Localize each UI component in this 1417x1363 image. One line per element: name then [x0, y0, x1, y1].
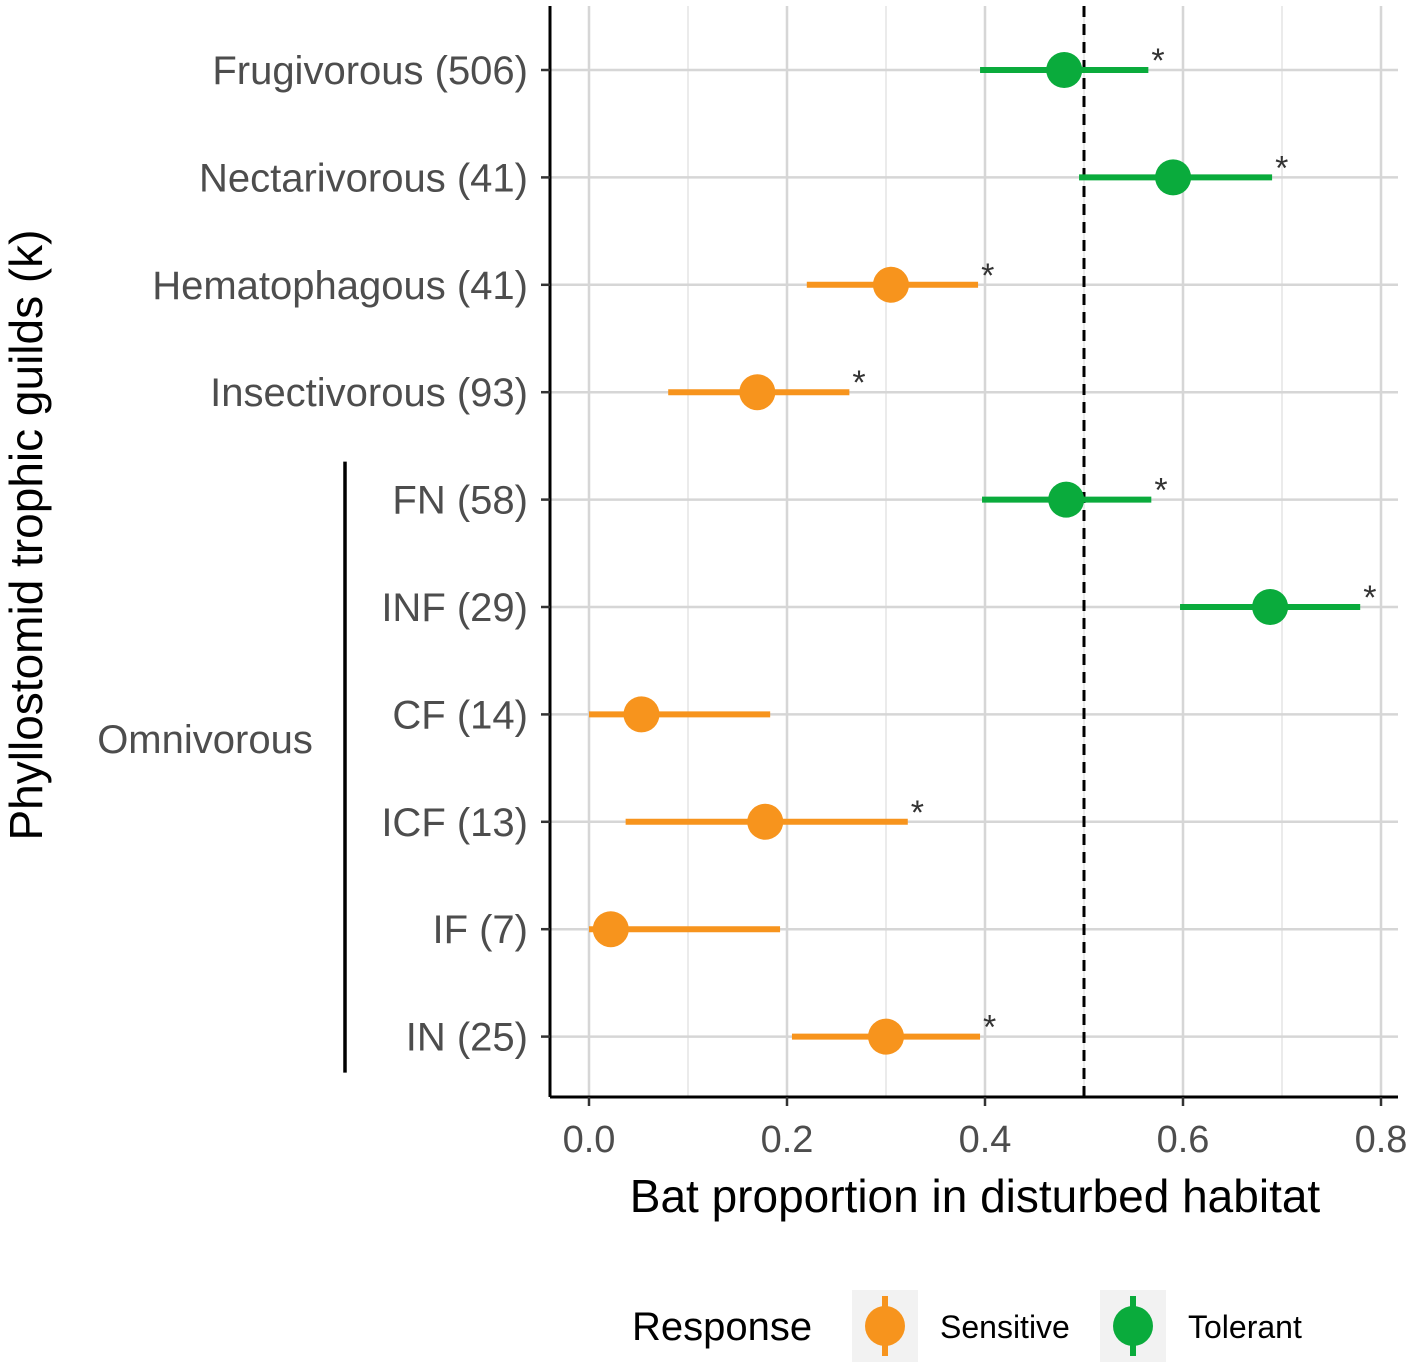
grid-layer [550, 6, 1398, 1097]
data-point [747, 803, 784, 840]
significance-label: * [852, 364, 865, 402]
y-tick-label: ICF (13) [381, 801, 528, 845]
significance-label: * [911, 794, 924, 832]
y-tick-label: IN (25) [406, 1016, 528, 1060]
significance-label: * [1151, 42, 1164, 80]
significance-label: * [983, 1009, 996, 1047]
axes-layer [343, 6, 1398, 1106]
x-tick-label: 0.6 [1157, 1119, 1210, 1161]
significance-label: * [1154, 472, 1167, 510]
legend: Response Sensitive Tolerant [632, 1290, 1302, 1362]
y-axis-title: Phyllostomid trophic guilds (k) [0, 229, 52, 840]
y-tick-label: Hematophagous (41) [152, 264, 528, 308]
y-tick-label: Nectarivorous (41) [199, 156, 528, 200]
data-point [592, 911, 629, 948]
legend-label: Sensitive [940, 1309, 1070, 1345]
legend-title: Response [632, 1305, 812, 1349]
x-tick-label: 0.2 [761, 1119, 814, 1161]
x-tick-label: 0.0 [563, 1119, 616, 1161]
x-tick-label: 0.4 [959, 1119, 1012, 1161]
y-tick-label: Frugivorous (506) [212, 49, 528, 93]
data-point [1046, 52, 1083, 88]
marks-layer [589, 6, 1361, 1097]
legend-key-point [1113, 1306, 1153, 1346]
legend-key-point [865, 1306, 905, 1346]
data-point [1252, 589, 1289, 625]
labels-layer: 0.0 0.2 0.4 0.6 0.8 Frugivorous (506) * Nectari… [152, 42, 1407, 1161]
data-point [868, 1018, 904, 1055]
significance-label: * [981, 257, 994, 295]
legend-label: Tolerant [1188, 1309, 1302, 1345]
y-tick-label: FN (58) [392, 479, 528, 523]
data-point [623, 696, 660, 733]
x-tick-label: 0.8 [1355, 1119, 1408, 1161]
data-point [872, 266, 909, 303]
data-point [739, 374, 776, 411]
significance-label: * [1275, 149, 1288, 187]
omnivorous-group-label: Omnivorous [97, 718, 313, 762]
x-axis-title: Bat proportion in disturbed habitat [630, 1170, 1321, 1222]
y-tick-label: INF (29) [381, 586, 528, 630]
y-tick-label: IF (7) [432, 908, 528, 952]
y-tick-label: Insectivorous (93) [210, 371, 528, 415]
data-point [1155, 159, 1192, 196]
significance-label: * [1363, 579, 1376, 617]
data-point [1048, 481, 1085, 518]
y-tick-label: CF (14) [392, 693, 528, 737]
